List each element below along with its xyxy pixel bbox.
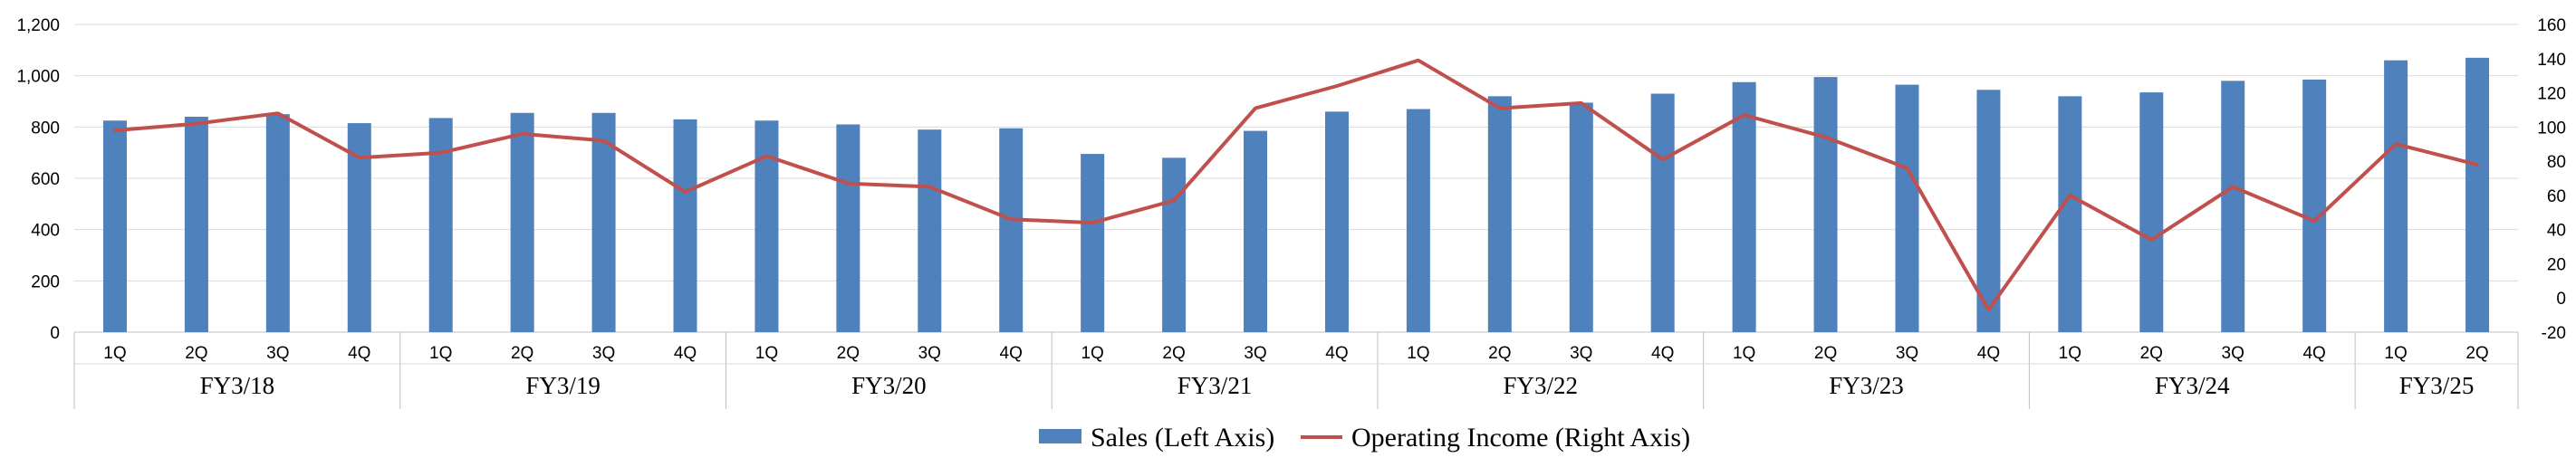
sales-bar: [1569, 102, 1593, 333]
right-axis-tick-label: 80: [2547, 153, 2566, 172]
quarter-label: 4Q: [674, 344, 697, 363]
sales-bar: [999, 128, 1024, 332]
right-axis-tick-label: 20: [2547, 255, 2566, 274]
sales-bar: [2139, 92, 2164, 332]
sales-bar: [2465, 57, 2490, 332]
fiscal-year-label: FY3/24: [2155, 372, 2230, 399]
fiscal-year-label: FY3/19: [525, 372, 601, 399]
sales-bar: [2302, 79, 2327, 333]
left-axis-tick-label: 200: [31, 272, 60, 291]
sales-bar: [1406, 109, 1430, 332]
quarter-label: 3Q: [592, 344, 615, 363]
sales-bar: [836, 124, 860, 332]
quarter-label: 3Q: [1244, 344, 1266, 363]
quarter-label: 1Q: [2059, 344, 2081, 363]
quarter-label: 4Q: [1977, 344, 2000, 363]
sales-bar: [591, 112, 616, 332]
sales-bar: [2058, 96, 2082, 332]
sales-bar: [673, 119, 697, 332]
sales-bar: [1732, 81, 1756, 332]
quarter-label: 1Q: [2384, 344, 2407, 363]
quarter-label: 3Q: [918, 344, 941, 363]
left-axis-tick-label: 600: [31, 170, 60, 189]
quarter-label: 4Q: [348, 344, 370, 363]
sales-bar: [1813, 77, 1838, 332]
right-axis-tick-label: 40: [2547, 222, 2566, 241]
quarter-label: 4Q: [1651, 344, 1674, 363]
fiscal-year-label: FY3/20: [851, 372, 927, 399]
quarter-label: 1Q: [103, 344, 126, 363]
sales-bar: [102, 120, 127, 332]
fiscal-year-label: FY3/22: [1504, 372, 1579, 399]
sales-bar: [1650, 93, 1675, 332]
sales-bar: [1895, 84, 1919, 332]
sales-bar: [184, 117, 208, 332]
fiscal-year-label: FY3/25: [2399, 372, 2475, 399]
sales-bar: [755, 120, 779, 332]
legend-sales-swatch: [1039, 429, 1081, 443]
sales-bar: [1162, 157, 1187, 332]
sales-bar: [510, 112, 534, 332]
legend-sales-label: Sales (Left Axis): [1091, 423, 1274, 453]
sales-bar: [918, 129, 942, 332]
sales-bar: [1324, 111, 1349, 332]
quarter-label: 2Q: [1162, 344, 1185, 363]
sales-bar: [2221, 81, 2245, 332]
quarter-label: 4Q: [1325, 344, 1348, 363]
sales-bar: [1244, 130, 1268, 332]
right-axis-tick-label: 100: [2537, 119, 2566, 138]
right-axis-tick-label: -20: [2542, 324, 2566, 343]
left-axis-tick-label: 1,000: [16, 68, 60, 87]
sales-bar: [2384, 60, 2408, 333]
sales-bar: [265, 114, 290, 333]
left-axis-tick-label: 800: [31, 119, 60, 138]
quarter-label: 1Q: [1081, 344, 1103, 363]
quarter-label: 2Q: [2140, 344, 2163, 363]
quarter-label: 3Q: [1570, 344, 1592, 363]
quarter-label: 2Q: [185, 344, 207, 363]
right-axis-tick-label: 140: [2537, 51, 2566, 70]
sales-bar: [1081, 154, 1105, 332]
quarter-label: 4Q: [1000, 344, 1023, 363]
left-axis-tick-label: 400: [31, 222, 60, 241]
quarter-label: 2Q: [511, 344, 533, 363]
sales-bar: [1976, 90, 2001, 332]
quarter-label: 3Q: [2222, 344, 2244, 363]
quarter-label: 1Q: [755, 344, 778, 363]
quarter-label: 4Q: [2302, 344, 2325, 363]
fiscal-year-label: FY3/18: [200, 372, 275, 399]
right-axis-tick-label: 0: [2556, 290, 2566, 309]
right-axis-tick-label: 160: [2537, 16, 2566, 35]
quarter-label: 2Q: [1814, 344, 1837, 363]
quarter-label: 1Q: [1407, 344, 1429, 363]
sales-bar: [1487, 96, 1512, 332]
fiscal-year-label: FY3/23: [1829, 372, 1904, 399]
operating-income-line: [113, 58, 2479, 312]
right-axis-tick-label: 60: [2547, 187, 2566, 206]
quarter-label: 2Q: [1488, 344, 1511, 363]
fiscal-year-label: FY3/21: [1177, 372, 1253, 399]
quarter-label: 3Q: [1896, 344, 1918, 363]
legend-operating-income-label: Operating Income (Right Axis): [1351, 423, 1690, 453]
left-axis-tick-label: 1,200: [16, 16, 60, 35]
quarter-label: 2Q: [837, 344, 860, 363]
quarter-label: 1Q: [429, 344, 452, 363]
right-axis-tick-label: 120: [2537, 85, 2566, 104]
left-axis-tick-label: 0: [50, 324, 60, 343]
quarter-label: 2Q: [2465, 344, 2488, 363]
quarter-label: 3Q: [266, 344, 289, 363]
quarter-label: 1Q: [1733, 344, 1755, 363]
